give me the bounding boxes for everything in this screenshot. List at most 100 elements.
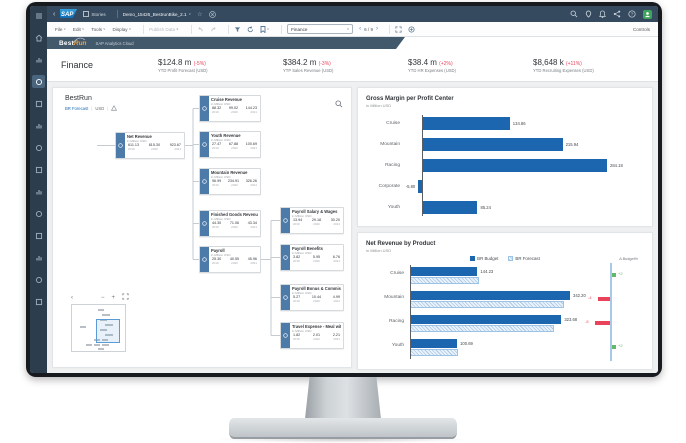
- node-value: 2.21: [332, 333, 340, 337]
- category-label: Racing: [389, 319, 404, 324]
- fullscreen-icon[interactable]: [395, 25, 402, 33]
- chart-row: Corporate -5.80: [366, 176, 644, 197]
- budget-bar-youth[interactable]: [410, 339, 458, 348]
- page-selector-dropdown[interactable]: Finance ∨: [287, 24, 354, 34]
- bar-cruise[interactable]: [422, 117, 510, 130]
- kpi-tile-4[interactable]: $8,648 k (+11%) YTD Recruiting Expenses (…: [533, 58, 658, 73]
- reset-icon[interactable]: [408, 25, 415, 33]
- collapse-minimap-icon[interactable]: ‹: [71, 294, 73, 301]
- bar-racing[interactable]: [422, 159, 607, 172]
- forecast-bar-racing[interactable]: [410, 325, 554, 332]
- node-value: 144.23: [245, 106, 257, 110]
- menu-display[interactable]: Display ∨: [112, 26, 132, 32]
- sidebar-files-icon[interactable]: [32, 53, 45, 66]
- menu-tools[interactable]: Tools ∨: [91, 26, 106, 32]
- controls-button[interactable]: Controls: [632, 26, 650, 32]
- help-icon[interactable]: ?: [628, 10, 636, 18]
- node-value: 5.27: [293, 295, 301, 299]
- refresh-icon[interactable]: [247, 26, 254, 33]
- category-label: Cruise: [386, 121, 400, 126]
- sidebar-more-icon[interactable]: [32, 295, 45, 308]
- tree-node[interactable]: Payroll Salary & Wages in Million USD 13.9…: [280, 207, 344, 234]
- forecast-bar-mountain[interactable]: [410, 301, 564, 308]
- document-title[interactable]: Demo_15426_BestrunBike_2.1 ∨: [122, 11, 192, 17]
- filter-icon[interactable]: [234, 26, 241, 33]
- tree-node[interactable]: Payroll Bonus & Commissi...in Million US…: [280, 284, 344, 311]
- sidebar-charts-icon[interactable]: [32, 185, 45, 198]
- bestrun-logo: Best: [59, 39, 74, 47]
- legend-item-budget[interactable]: BR Budget: [470, 256, 498, 261]
- publish-data-button[interactable]: Publish Data ∨: [149, 26, 179, 32]
- node-year: 2020: [231, 261, 238, 265]
- budget-bar-cruise[interactable]: [410, 267, 478, 276]
- tree-node[interactable]: Net Revenue in Million USD 611.13 815.30 923…: [115, 132, 185, 159]
- sidebar-apps-icon[interactable]: [32, 251, 45, 264]
- location-icon[interactable]: [585, 10, 592, 18]
- minimap-viewport[interactable]: [96, 319, 120, 343]
- tree-version-filter[interactable]: BR Forecast: [65, 105, 89, 111]
- node-value: 67.88: [228, 142, 239, 146]
- sidebar-settings-icon[interactable]: [32, 273, 45, 286]
- monitor-stand-base: [229, 418, 457, 439]
- sidebar-recent-icon[interactable]: [32, 119, 45, 132]
- tree-minimap[interactable]: [71, 304, 126, 352]
- kpi-tile-1[interactable]: $124.8 m (-5%) YTD Profit Forecast (USD): [158, 58, 283, 73]
- tree-node[interactable]: Mountain Revenue in Million USD 96.99 234.9…: [199, 168, 261, 195]
- tree-node[interactable]: Payroll Benefits in Million USD 3.82 5.95 6.…: [280, 244, 344, 271]
- tree-node[interactable]: Finished Goods Revenue in Million USD 44.3…: [199, 210, 261, 237]
- budget-bar-mountain[interactable]: [410, 291, 570, 300]
- zoom-out-icon[interactable]: −: [101, 294, 105, 301]
- sidebar-story-icon[interactable]: [32, 75, 45, 88]
- kpi-label: YTP Sales Revenue (USD): [283, 67, 334, 73]
- tree-node[interactable]: Travel Expense - Meal wit... in Million U…: [280, 322, 344, 349]
- budget-bar-racing[interactable]: [410, 315, 562, 324]
- zoom-in-icon[interactable]: +: [111, 294, 116, 301]
- variance-bar: [598, 297, 610, 301]
- stories-button[interactable]: Stories: [83, 11, 106, 17]
- kpi-tile-3[interactable]: $38.4 m (+2%) YTD HR Expenses (USD): [408, 58, 533, 73]
- node-value: 71.06: [229, 221, 240, 225]
- share-icon[interactable]: [613, 10, 621, 18]
- sidebar-link-icon[interactable]: [32, 229, 45, 242]
- back-icon[interactable]: ‹: [53, 10, 56, 18]
- redo-icon[interactable]: [210, 26, 217, 33]
- fit-screen-icon[interactable]: [122, 293, 129, 302]
- node-year: 2019: [212, 261, 219, 265]
- sidebar-users-icon[interactable]: [32, 163, 45, 176]
- sidebar-cloud-icon[interactable]: [32, 141, 45, 154]
- previous-page-icon[interactable]: ‹: [359, 26, 362, 32]
- bar-youth[interactable]: [422, 201, 478, 214]
- variance-label: -5: [585, 319, 589, 324]
- tree-currency: USD: [95, 105, 105, 111]
- menu-edit[interactable]: Edit ∨: [72, 26, 85, 32]
- close-icon[interactable]: [208, 10, 216, 18]
- sidebar-menu-icon[interactable]: [32, 9, 45, 22]
- sidebar-insights-icon[interactable]: [32, 97, 45, 110]
- forecast-bar-youth[interactable]: [410, 349, 459, 356]
- bookmark-button[interactable]: ∨: [260, 25, 269, 33]
- favorite-star-icon[interactable]: ☆: [197, 11, 203, 18]
- variance-axis: [610, 263, 612, 361]
- menu-file[interactable]: File ∨: [55, 26, 66, 32]
- search-icon[interactable]: [570, 10, 578, 18]
- chart-row: Racing 284.18: [366, 155, 644, 176]
- legend-item-forecast[interactable]: BR Forecast: [508, 256, 540, 261]
- sidebar-location-icon[interactable]: [32, 207, 45, 220]
- undo-icon[interactable]: [197, 26, 204, 33]
- tree-node[interactable]: Youth Revenue in Million USD 27.47 67.88 100…: [199, 131, 261, 158]
- minimap-node: [94, 339, 100, 341]
- bar-mountain[interactable]: [422, 138, 563, 151]
- bar-corporate[interactable]: [418, 180, 422, 193]
- sidebar-home-icon[interactable]: [32, 31, 45, 44]
- next-page-icon[interactable]: ›: [376, 26, 379, 32]
- tree-node[interactable]: Payroll in Million USD 25.30 40.55 45.96 2019…: [199, 246, 261, 273]
- net-revenue-chart-card: Net Revenue by Product in Million USD BR…: [357, 232, 653, 370]
- tree-node[interactable]: Cruise Revenue in Million USD 88.32 99.02 14…: [199, 95, 261, 122]
- magnifier-icon[interactable]: [335, 95, 343, 113]
- node-year: 2021: [250, 110, 257, 114]
- account-avatar[interactable]: [643, 9, 652, 19]
- kpi-tile-2[interactable]: $384.2 m (-3%) YTP Sales Revenue (USD): [283, 58, 408, 73]
- node-value: 45.96: [247, 257, 257, 261]
- forecast-bar-cruise[interactable]: [410, 277, 479, 284]
- notifications-icon[interactable]: [599, 10, 606, 18]
